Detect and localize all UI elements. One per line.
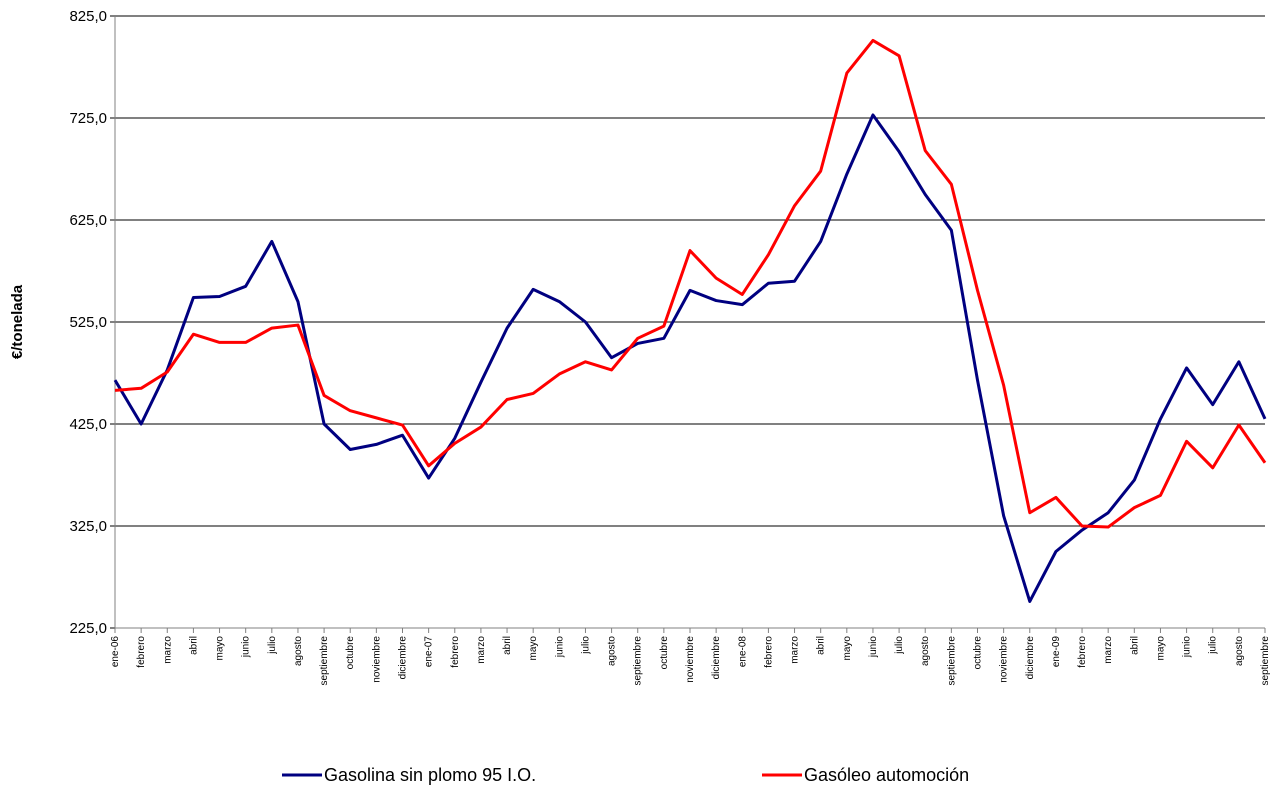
x-tick-label: ene-08 <box>737 636 748 668</box>
x-tick-label: diciembre <box>711 636 722 680</box>
x-tick-label: agosto <box>607 636 618 666</box>
x-tick-label: febrero <box>1077 636 1088 668</box>
y-tick-label: 425,0 <box>69 416 107 433</box>
x-tick-label: mayo <box>1155 636 1166 661</box>
x-tick-label: ene-09 <box>1051 636 1062 668</box>
x-tick-label: julio <box>1208 636 1219 655</box>
x-tick-label: diciembre <box>1025 636 1036 680</box>
y-axis-label: €/tonelada <box>9 284 26 359</box>
x-tick-label: febrero <box>763 636 774 668</box>
x-tick-label: ene-06 <box>110 636 121 668</box>
x-tick-label: noviembre <box>685 636 696 683</box>
x-tick-label: noviembre <box>371 636 382 683</box>
y-tick-label: 725,0 <box>69 110 107 127</box>
y-tick-label: 325,0 <box>69 518 107 535</box>
x-tick-label: octubre <box>345 636 356 670</box>
x-tick-label: marzo <box>162 636 173 664</box>
x-tick-label: febrero <box>450 636 461 668</box>
x-tick-label: julio <box>267 636 278 655</box>
x-tick-label: mayo <box>842 636 853 661</box>
x-tick-label: junio <box>1182 636 1193 659</box>
x-tick-label: diciembre <box>398 636 409 680</box>
x-tick-label: septiembre <box>319 636 330 686</box>
x-tick-label: marzo <box>790 636 801 664</box>
x-tick-label: abril <box>188 636 199 655</box>
legend-label: Gasolina sin plomo 95 I.O. <box>324 765 536 785</box>
line-series <box>114 38 1267 529</box>
x-tick-label: abril <box>816 636 827 655</box>
x-tick-label: febrero <box>136 636 147 668</box>
x-tick-label: mayo <box>528 636 539 661</box>
x-tick-label: agosto <box>920 636 931 666</box>
x-tick-label: julio <box>894 636 905 655</box>
x-tick-label: julio <box>580 636 591 655</box>
y-tick-label: 525,0 <box>69 314 107 331</box>
x-tick-label: septiembre <box>946 636 957 686</box>
x-tick-label: junio <box>868 636 879 659</box>
x-tick-label: junio <box>241 636 252 659</box>
legend-label: Gasóleo automoción <box>804 765 969 785</box>
x-tick-label: septiembre <box>1260 636 1271 686</box>
x-tick-label: marzo <box>1103 636 1114 664</box>
x-tick-label: abril <box>502 636 513 655</box>
x-tick-label: abril <box>1129 636 1140 655</box>
y-tick-label: 225,0 <box>69 620 107 637</box>
x-tick-label: marzo <box>476 636 487 664</box>
x-tick-label: ene-07 <box>424 636 435 668</box>
y-tick-label: 625,0 <box>69 212 107 229</box>
x-tick-label: octubre <box>973 636 984 670</box>
x-tick-label: septiembre <box>633 636 644 686</box>
x-tick-label: junio <box>554 636 565 659</box>
x-tick-label: mayo <box>215 636 226 661</box>
y-tick-label: 825,0 <box>69 8 107 25</box>
x-tick-label: agosto <box>1234 636 1245 666</box>
line-series <box>113 113 1267 603</box>
x-tick-label: noviembre <box>999 636 1010 683</box>
x-tick-label: agosto <box>293 636 304 666</box>
x-tick-label: octubre <box>659 636 670 670</box>
